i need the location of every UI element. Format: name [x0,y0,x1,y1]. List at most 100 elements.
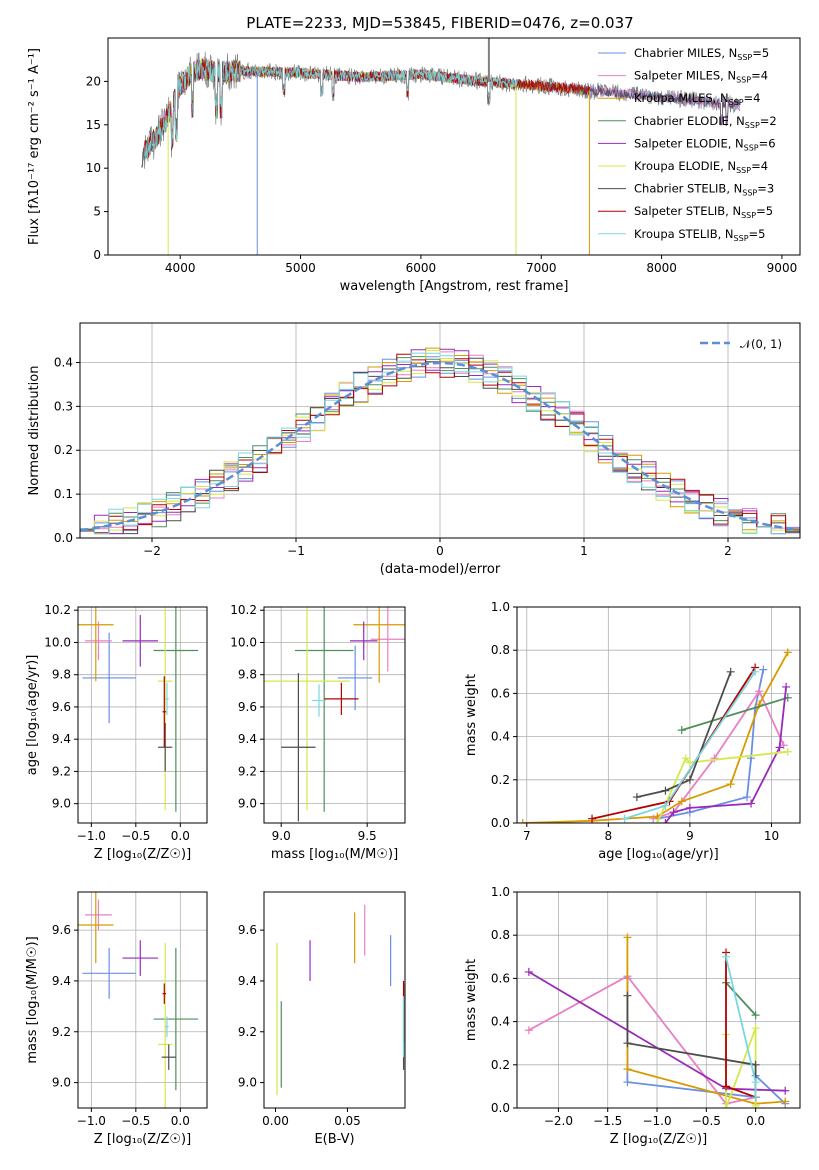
x-tick-label: 8 [605,829,613,843]
y-tick-label: 20 [86,74,101,88]
weight-point [685,758,694,767]
legend-label: Salpeter ELODIE, NSSP=6 [634,136,776,152]
y-tick-label: 9.0 [238,1076,257,1090]
weight-series-5 [664,686,787,823]
legend-sub: SSP [736,76,751,85]
legend-count: =5 [752,46,769,60]
x-axis-label: Z [log₁₀(Z/Z☉)] [94,847,191,862]
y-tick-label: 9.8 [52,668,71,682]
y-tick-label: 0.4 [491,1015,510,1029]
x-axis-label: Z [log₁₀(Z/Z☉)] [610,1132,707,1147]
plot-area [80,347,800,538]
weight-point [783,648,792,657]
y-tick-label: 9.8 [238,668,257,682]
weight-point [677,797,686,806]
plot-area [78,892,199,1108]
y-tick-label: 9.6 [238,923,257,937]
weight-point [751,1078,760,1087]
axes-frame [516,606,801,824]
axes-frame [77,606,208,824]
y-tick-label: 0.6 [491,971,510,985]
weight-point [661,786,670,795]
y-tick-label: 10 [86,161,101,175]
weight-point [669,808,678,817]
x-tick-label: −2.0 [544,1114,573,1128]
y-tick-label: 0.2 [54,443,73,457]
x-tick-label: 0.05 [334,1114,361,1128]
axes-frame [263,891,406,1109]
legend-n: , N [728,136,744,150]
weight-point [620,814,629,823]
x-tick-label: 2 [724,544,732,558]
x-tick-label: 9 [686,829,694,843]
weight-point [632,793,641,802]
y-tick-label: 9.4 [238,732,257,746]
x-tick-label: −1.0 [642,1114,671,1128]
y-tick-label: 0.0 [491,816,510,830]
x-axis-label: age [log₁₀(age/yr)] [598,847,719,862]
weight-series-4 [725,982,757,1016]
y-tick-label: 10.0 [230,635,257,649]
legend-count: =5 [756,204,773,218]
chart-age-vs-Z: −1.0 −0.5 0.0 9.0 9.2 9.4 9.6 9.8 10.0 10.2 Z [log… [25,603,208,862]
x-tick-label: 7 [523,829,531,843]
y-axis-label: mass weight [464,674,479,756]
legend-n: , N [713,91,729,105]
legend-n: , N [725,204,741,218]
weight-series-9 [725,956,757,1098]
legend-name: Kroupa MILES [634,91,713,105]
weight-point [742,793,751,802]
x-axis-label: (data-model)/error [380,562,501,577]
weight-series-8 [591,667,756,820]
weight-series-7 [636,671,732,798]
legend-count: =6 [759,136,776,150]
y-tick-label: 0.0 [54,531,73,545]
y-tick-label: 9.6 [52,923,71,937]
weight-point [726,780,735,789]
legend-n: , N [718,227,734,241]
y-axis-label: Flux [fλ10⁻¹⁷ erg cm⁻² s⁻¹ A⁻¹] [27,48,42,245]
weight-point [781,1097,790,1106]
x-tick-label: 7000 [526,261,557,275]
legend-name: Salpeter MILES [634,69,720,83]
y-tick-label: 9.2 [52,1025,71,1039]
legend-name: Salpeter ELODIE [634,136,728,150]
x-tick-label: 10 [764,829,779,843]
normal-curve [80,361,800,532]
legend-count: =2 [760,114,777,128]
legend-label: 𝒩(0, 1) [740,337,782,351]
plot-area [276,904,405,1096]
x-tick-label: −1 [287,544,305,558]
x-tick-label: 0.0 [171,1114,190,1128]
plot-area [78,607,199,812]
x-tick-label: −1.0 [77,829,106,843]
axes-frame [77,891,208,1109]
weight-point [779,741,788,750]
weight-point [722,1104,731,1108]
y-tick-label: 9.0 [238,797,257,811]
x-tick-label: −1.0 [77,1114,106,1128]
y-tick-label: 0.2 [491,1058,510,1072]
y-axis-label: mass weight [464,959,479,1041]
chart-mass-vs-EBV: 0.00 0.05 9.0 9.2 9.4 9.6 E(B-V) [238,891,406,1147]
y-tick-label: 0.8 [491,928,510,942]
y-tick-label: 9.6 [238,700,257,714]
y-tick-label: 0.3 [54,399,73,413]
weight-point [722,952,731,961]
weight-point [623,1078,632,1087]
weight-point [685,775,694,784]
legend-label: Salpeter MILES, NSSP=4 [634,69,768,85]
y-tick-label: 0 [93,248,101,262]
legend-sub: SSP [742,189,757,198]
figure-title: PLATE=2233, MJD=53845, FIBERID=0476, z=0… [246,14,633,32]
y-tick-label: 9.4 [238,974,257,988]
weight-point [751,1060,760,1069]
weight-point [782,682,791,691]
legend-count: =4 [744,91,761,105]
legend-label: Salpeter STELIB, NSSP=5 [634,204,773,220]
weight-series-4 [681,696,789,731]
legend-count: =4 [751,69,768,83]
x-tick-label: −0.5 [121,1114,150,1128]
chart-age-vs-mass: 9.0 9.5 9.0 9.2 9.4 9.6 9.8 10.0 10.2 mass [log₁₀… [230,603,406,862]
x-tick-label: −1.5 [593,1114,622,1128]
